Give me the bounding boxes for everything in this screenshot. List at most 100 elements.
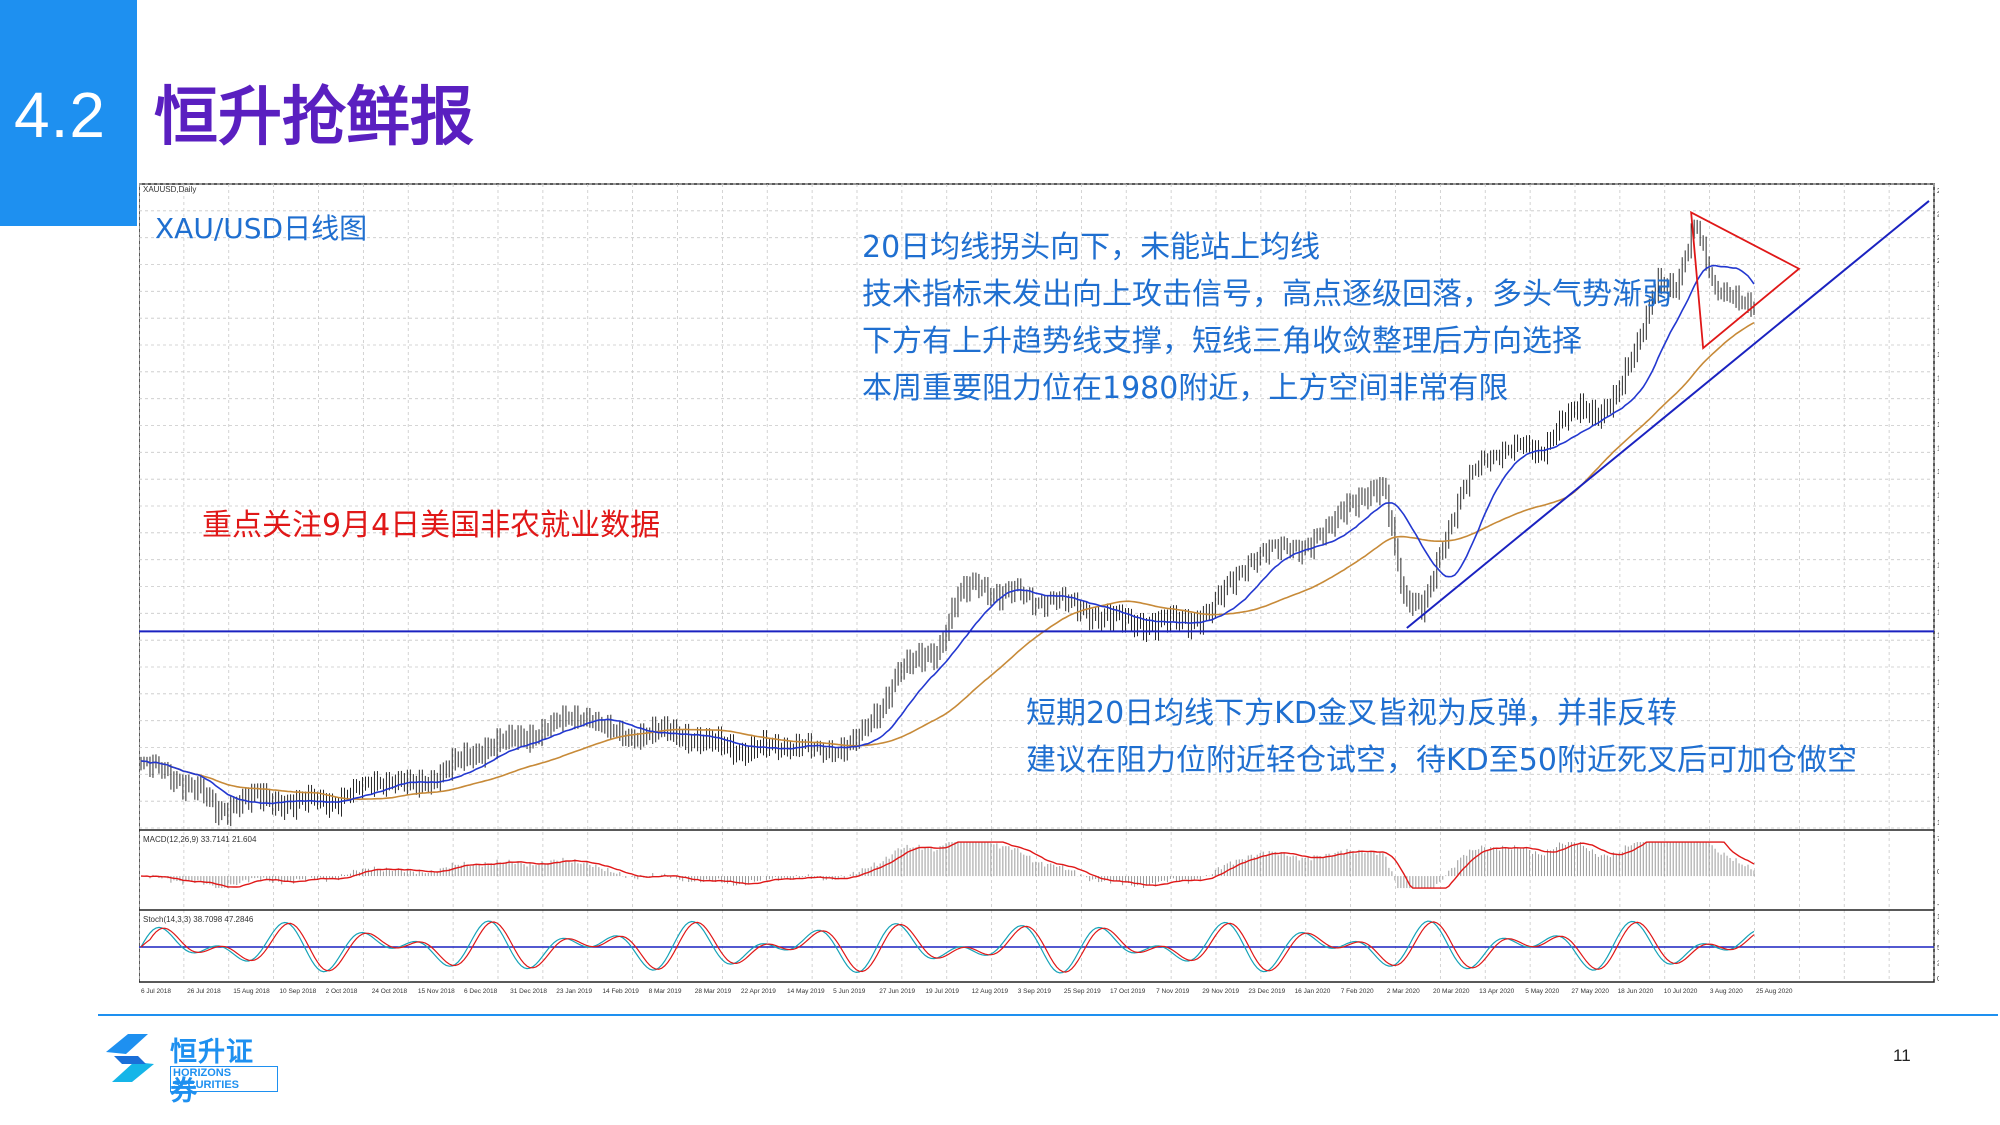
chart-container: XAUUSD,Daily MACD(12,26,9) 33.7141 21.604… bbox=[139, 180, 1939, 1000]
uptrend-line bbox=[1406, 200, 1930, 629]
logo-mark-icon bbox=[106, 1034, 154, 1082]
slide-title: 恒升抢鲜报 bbox=[154, 81, 474, 155]
x-tick-label: 29 Nov 2019 bbox=[1202, 988, 1239, 995]
analysis-line-2: 技术指标未发出向上攻击信号，高点逐级回落，多头气势渐弱 bbox=[862, 277, 1672, 312]
price-axis-label: 1799.18 bbox=[1937, 399, 1939, 406]
x-tick-label: 12 Aug 2019 bbox=[972, 988, 1009, 995]
x-tick-label: 10 Jul 2020 bbox=[1664, 988, 1698, 995]
price-axis-label: 1833.26 bbox=[1937, 375, 1939, 382]
section-number: 4.2 bbox=[14, 79, 106, 151]
section-badge: 4.2 bbox=[0, 0, 137, 226]
x-tick-label: 24 Oct 2018 bbox=[372, 988, 408, 995]
brand-english: HORIZONS SECURITIES bbox=[170, 1066, 278, 1092]
price-axis-label: 2069.60 bbox=[1937, 211, 1939, 218]
price-axis-label: 1219.82 bbox=[1937, 797, 1939, 804]
x-tick-label: 16 Jan 2020 bbox=[1295, 988, 1331, 995]
x-tick-label: 5 Jun 2019 bbox=[833, 988, 866, 995]
macd-header: MACD(12,26,9) 33.7141 21.604 bbox=[143, 835, 257, 844]
price-axis-label: 1458.38 bbox=[1937, 633, 1939, 640]
footer-divider bbox=[98, 1014, 1998, 1016]
x-tick-label: 27 May 2020 bbox=[1571, 988, 1609, 995]
x-tick-label: 5 May 2020 bbox=[1525, 988, 1559, 995]
x-tick-label: 13 Apr 2020 bbox=[1479, 988, 1514, 995]
analysis-line-1: 20日均线拐头向下，未能站上均线 bbox=[862, 230, 1321, 265]
price-axis-label: 1526.54 bbox=[1937, 586, 1939, 593]
strategy-line-1: 短期20日均线下方KD金叉皆视为反弹，并非反转 bbox=[1026, 696, 1677, 731]
price-axis-label: 1731.02 bbox=[1937, 445, 1939, 452]
x-tick-label: 31 Dec 2018 bbox=[510, 988, 547, 995]
x-tick-label: 23 Dec 2019 bbox=[1248, 988, 1285, 995]
stoch-axis-label: 0 bbox=[1937, 976, 1939, 983]
price-axis-label: 1185.74 bbox=[1937, 820, 1939, 827]
price-axis-label: 1901.42 bbox=[1937, 328, 1939, 335]
x-tick-label: 15 Nov 2018 bbox=[418, 988, 455, 995]
price-axis-label: 1594.70 bbox=[1937, 539, 1939, 546]
price-axis-label: 2041.34 bbox=[1937, 235, 1939, 242]
x-tick-label: 14 May 2019 bbox=[787, 988, 825, 995]
price-axis-label: 1492.46 bbox=[1937, 609, 1939, 616]
stoch-axis-label: 80 bbox=[1937, 930, 1939, 937]
x-tick-label: 3 Aug 2020 bbox=[1710, 988, 1743, 995]
ma60-line bbox=[140, 321, 1755, 801]
x-tick-label: 17 Oct 2019 bbox=[1110, 988, 1146, 995]
x-tick-label: 20 Mar 2020 bbox=[1433, 988, 1470, 995]
price-axis-label: 1765.10 bbox=[1937, 422, 1939, 429]
macd-axis-label: 77.136 bbox=[1937, 836, 1939, 843]
price-axis-label: 2103.70 bbox=[1937, 188, 1939, 195]
stoch-k-line bbox=[140, 920, 1755, 974]
price-axis-label: 1628.78 bbox=[1937, 516, 1939, 523]
triangle-pattern bbox=[1690, 210, 1801, 350]
x-tick-label: 15 Aug 2018 bbox=[233, 988, 270, 995]
stoch-axis-label: 100 bbox=[1937, 914, 1939, 921]
x-tick-label: 3 Sep 2019 bbox=[1018, 988, 1052, 995]
stoch-axis-label: 20 bbox=[1937, 961, 1939, 968]
x-tick-label: 28 Mar 2019 bbox=[695, 988, 732, 995]
x-tick-label: 25 Sep 2019 bbox=[1064, 988, 1101, 995]
price-axis-label: 1969.58 bbox=[1937, 282, 1939, 289]
price-axis-label: 2003.66 bbox=[1937, 258, 1939, 265]
x-tick-label: 2 Mar 2020 bbox=[1387, 988, 1420, 995]
price-axis-label: 1356.14 bbox=[1937, 703, 1939, 710]
x-tick-label: 23 Jan 2019 bbox=[556, 988, 592, 995]
macd-signal-line bbox=[140, 841, 1755, 889]
stoch-d-line bbox=[140, 921, 1755, 973]
analysis-line-4: 本周重要阻力位在1980附近，上方空间非常有限 bbox=[862, 371, 1509, 406]
stoch-axis-label: 50.0000 bbox=[1937, 945, 1939, 952]
price-chart: XAUUSD,Daily MACD(12,26,9) 33.7141 21.604… bbox=[139, 183, 1939, 995]
x-tick-label: 8 Mar 2019 bbox=[649, 988, 682, 995]
price-axis-label: 1322.06 bbox=[1937, 726, 1939, 733]
price-axis-label: 1287.98 bbox=[1937, 750, 1939, 757]
x-tick-label: 18 Jun 2020 bbox=[1618, 988, 1654, 995]
x-tick-label: 7 Feb 2020 bbox=[1341, 988, 1374, 995]
stoch-header: Stoch(14,3,3) 38.7098 47.2846 bbox=[143, 915, 254, 924]
price-axis-label: 1560.62 bbox=[1937, 563, 1939, 570]
price-axis-label: 1867.34 bbox=[1937, 352, 1939, 359]
x-tick-label: 22 Apr 2019 bbox=[741, 988, 776, 995]
price-axis-label: 1253.90 bbox=[1937, 773, 1939, 780]
x-tick-label: 7 Nov 2019 bbox=[1156, 988, 1190, 995]
x-tick-label: 2 Oct 2018 bbox=[326, 988, 358, 995]
ma20-line bbox=[140, 264, 1755, 805]
x-tick-label: 14 Feb 2019 bbox=[602, 988, 639, 995]
instrument-header: XAUUSD,Daily bbox=[143, 185, 196, 194]
x-tick-label: 10 Sep 2018 bbox=[279, 988, 316, 995]
focus-note: 重点关注9月4日美国非农就业数据 bbox=[202, 508, 661, 543]
price-axis-label: 1424.30 bbox=[1937, 656, 1939, 663]
macd-axis-label: -36.88 bbox=[1937, 902, 1939, 909]
x-tick-label: 26 Jul 2018 bbox=[187, 988, 221, 995]
x-tick-label: 27 Jun 2019 bbox=[879, 988, 915, 995]
price-axis-label: 1696.94 bbox=[1937, 469, 1939, 476]
x-tick-label: 6 Dec 2018 bbox=[464, 988, 498, 995]
page-number: 11 bbox=[1893, 1046, 1911, 1065]
price-axis-label: 1935.50 bbox=[1937, 305, 1939, 312]
x-tick-label: 25 Aug 2020 bbox=[1756, 988, 1793, 995]
macd-axis-label: 0.00 bbox=[1937, 869, 1939, 876]
brand-logo: 恒升证券 HORIZONS SECURITIES bbox=[98, 1026, 278, 1107]
x-tick-label: 6 Jul 2018 bbox=[141, 988, 171, 995]
x-tick-label: 19 Jul 2019 bbox=[925, 988, 959, 995]
analysis-line-3: 下方有上升趋势线支撑，短线三角收敛整理后方向选择 bbox=[862, 324, 1582, 359]
price-axis-label: 1390.22 bbox=[1937, 680, 1939, 687]
chart-label: XAU/USD日线图 bbox=[155, 212, 368, 245]
strategy-line-2: 建议在阻力位附近轻仓试空，待KD至50附近死叉后可加仓做空 bbox=[1026, 743, 1857, 778]
brand-name: 恒升证券 bbox=[170, 1037, 254, 1107]
